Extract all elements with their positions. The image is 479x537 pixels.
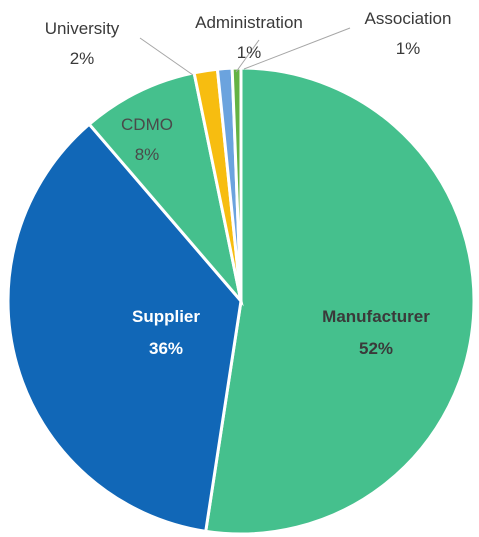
slice-cdmo: [87, 70, 244, 307]
slice-label-supplier: Supplier: [132, 307, 200, 326]
slice-value-university: 2%: [70, 49, 95, 68]
slices-layer: [6, 66, 476, 536]
slice-value-cdmo: 8%: [135, 145, 160, 164]
slice-supplier: [6, 122, 243, 534]
slice-label-association: Association: [365, 9, 452, 28]
slice-value-administration: 1%: [237, 43, 262, 62]
slice-value-manufacturer: 52%: [359, 339, 393, 358]
slice-label-manufacturer: Manufacturer: [322, 307, 430, 326]
leader-lines-layer: [139, 27, 351, 76]
slice-association: [230, 66, 243, 302]
leader-line-association: [243, 27, 351, 70]
slice-label-cdmo: CDMO: [121, 115, 173, 134]
slice-value-supplier: 36%: [149, 339, 183, 358]
leader-line-university: [139, 37, 194, 76]
slice-label-administration: Administration: [195, 13, 303, 32]
labels-layer: Manufacturer 52% Supplier 36% CDMO 8% Universi…: [45, 9, 452, 358]
slice-manufacturer: [204, 66, 476, 536]
slice-label-university: University: [45, 19, 120, 38]
slice-value-association: 1%: [396, 39, 421, 58]
leader-line-administration: [235, 39, 260, 73]
